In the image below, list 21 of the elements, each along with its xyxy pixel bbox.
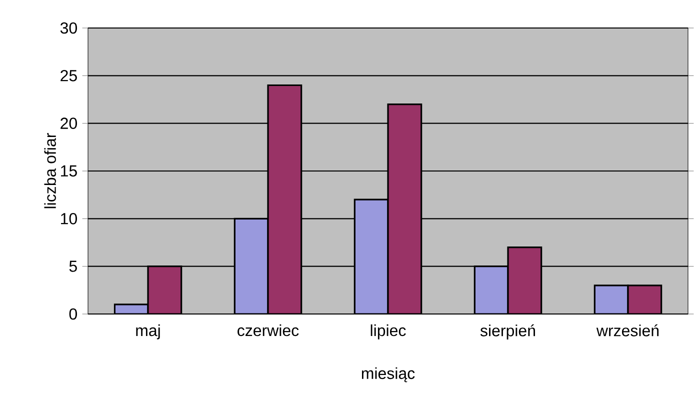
bar [147,266,182,314]
bar [354,198,389,314]
y-tick-label: 25 [60,70,77,82]
bar [507,246,542,314]
bar [267,84,302,314]
x-tick-label: wrzesień [596,324,659,336]
y-tick-label: 5 [69,260,77,272]
bar [387,103,422,314]
x-tick-label: lipiec [370,324,406,340]
x-axis-title: miesiąc [362,367,415,382]
bar [474,266,509,314]
y-tick-label: 30 [60,22,77,34]
y-tick-label: 20 [60,118,77,129]
y-tick-label: 0 [69,308,77,320]
y-tick-label: 15 [61,165,77,177]
x-tick-label: sierpień [480,324,535,340]
x-tick-label: maj [136,324,160,340]
bar [234,218,269,314]
y-tick-label: 10 [61,213,77,224]
y-axis-title: liczba ofiar [44,133,56,208]
x-tick-label: czerwiec [238,324,299,336]
